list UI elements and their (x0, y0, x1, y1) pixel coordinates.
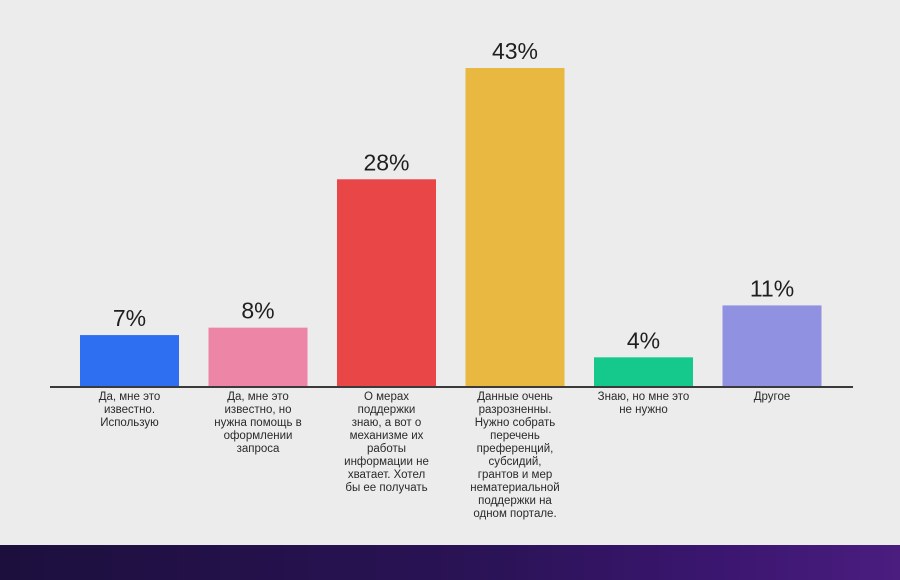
value-label-4: 43% (492, 38, 538, 64)
bar-4 (465, 68, 565, 387)
value-label-5: 4% (627, 327, 660, 353)
bar-chart: 7% Да, мне это известно. Использую 8% Да, мне… (50, 38, 853, 520)
value-label-3: 28% (363, 149, 409, 175)
bar-1 (80, 335, 179, 387)
category-label-6: Другое (754, 391, 791, 403)
category-label-3: О мерах поддержки знаю, а вот о механизме и… (344, 391, 429, 494)
chart-area: 7% Да, мне это известно. Использую 8% Да, мне… (50, 38, 853, 520)
category-label-2: Да, мне это известно, но нужна помощь в офо… (214, 391, 302, 455)
bar-2 (208, 327, 308, 387)
value-label-6: 11% (750, 275, 794, 301)
bar-3 (337, 179, 436, 387)
bar-5 (594, 357, 693, 387)
category-label-5: Знаю, но мне это не нужно (598, 391, 690, 416)
value-label-2: 8% (241, 298, 274, 324)
bottom-decorative-band (0, 545, 900, 580)
bar-6 (722, 305, 822, 387)
category-label-4: Данные очень разрозненны. Нужно собрать пер… (470, 391, 559, 520)
value-label-1: 7% (113, 305, 146, 331)
category-label-1: Да, мне это известно. Использую (99, 391, 161, 429)
